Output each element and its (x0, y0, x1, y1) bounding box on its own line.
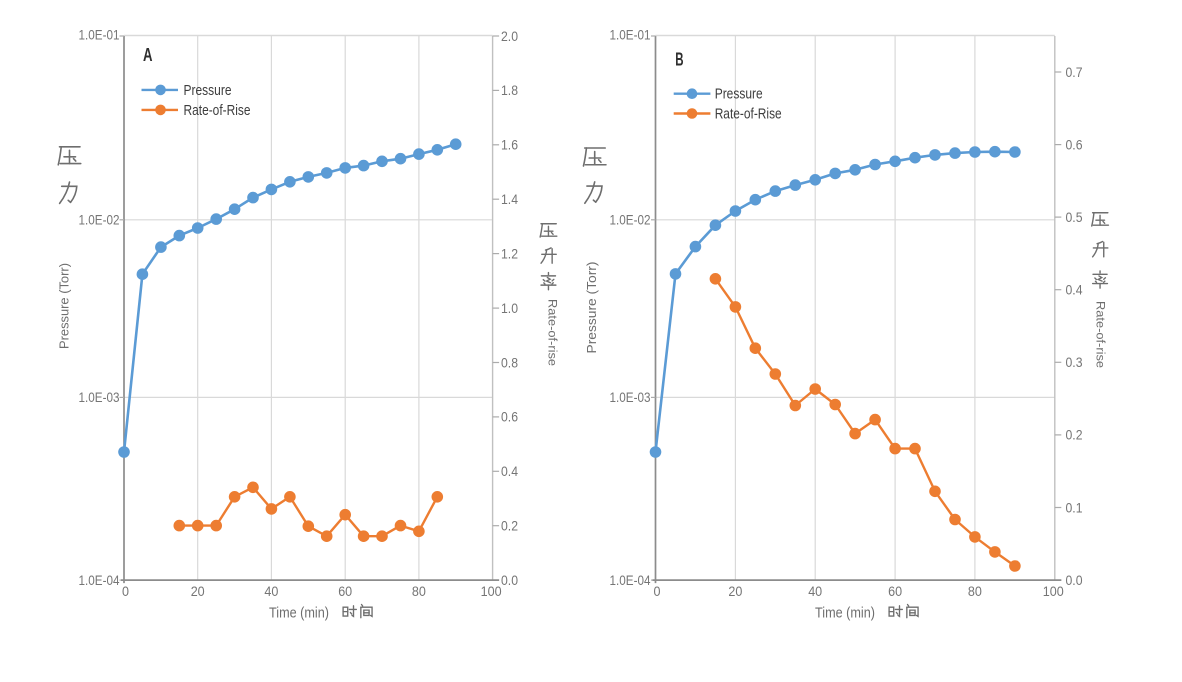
svg-text:40: 40 (264, 584, 278, 599)
svg-text:100: 100 (1043, 584, 1064, 599)
svg-text:Pressure: Pressure (184, 82, 232, 99)
svg-text:60: 60 (888, 584, 902, 599)
svg-text:B: B (675, 49, 683, 69)
svg-text:100: 100 (481, 584, 502, 599)
svg-text:0.0: 0.0 (1066, 573, 1083, 588)
svg-text:Pressure (Torr): Pressure (Torr) (584, 262, 599, 354)
svg-text:A: A (143, 45, 153, 65)
svg-text:0.3: 0.3 (1066, 355, 1083, 370)
svg-text:20: 20 (728, 584, 742, 599)
svg-text:0.8: 0.8 (501, 355, 518, 370)
svg-text:0.0: 0.0 (501, 573, 518, 588)
svg-text:1.4: 1.4 (501, 192, 518, 207)
svg-text:0: 0 (654, 584, 661, 599)
svg-text:60: 60 (338, 584, 352, 599)
svg-text:0.7: 0.7 (1066, 65, 1083, 80)
svg-text:1.0E-01: 1.0E-01 (610, 27, 651, 42)
svg-text:Rate-of-Rise: Rate-of-Rise (715, 106, 782, 123)
svg-text:Rate-of-Rise: Rate-of-Rise (184, 102, 251, 119)
svg-text:1.0E-02: 1.0E-02 (79, 213, 120, 228)
svg-text:0.5: 0.5 (1066, 210, 1083, 225)
svg-text:Rate-of-rise: Rate-of-rise (546, 299, 558, 366)
svg-text:Time (min): Time (min) (815, 606, 875, 622)
svg-text:1.0E-04: 1.0E-04 (79, 573, 120, 588)
svg-text:0: 0 (122, 584, 129, 599)
svg-text:1.6: 1.6 (501, 138, 518, 153)
svg-text:Pressure (Torr): Pressure (Torr) (57, 263, 72, 349)
svg-text:1.8: 1.8 (501, 83, 518, 98)
svg-text:Pressure: Pressure (715, 86, 763, 103)
svg-text:1.0E-03: 1.0E-03 (610, 390, 651, 405)
svg-text:80: 80 (412, 584, 426, 599)
svg-text:Time (min): Time (min) (269, 606, 329, 622)
svg-text:1.0E-04: 1.0E-04 (610, 573, 651, 588)
svg-text:1.0E-01: 1.0E-01 (79, 27, 120, 42)
svg-text:Rate-of-rise: Rate-of-rise (1094, 301, 1106, 368)
svg-text:0.2: 0.2 (1066, 428, 1083, 443)
svg-text:80: 80 (968, 584, 982, 599)
svg-text:1.0: 1.0 (501, 301, 518, 316)
svg-text:0.4: 0.4 (1066, 283, 1083, 298)
svg-text:0.6: 0.6 (1066, 137, 1083, 152)
svg-text:0.4: 0.4 (501, 464, 518, 479)
svg-text:1.0E-03: 1.0E-03 (79, 390, 120, 405)
svg-text:40: 40 (808, 584, 822, 599)
svg-text:0.1: 0.1 (1066, 500, 1083, 515)
svg-text:0.2: 0.2 (501, 519, 518, 534)
svg-text:0.6: 0.6 (501, 410, 518, 425)
svg-text:2.0: 2.0 (501, 29, 518, 44)
svg-text:20: 20 (191, 584, 205, 599)
svg-text:1.2: 1.2 (501, 246, 518, 261)
svg-text:1.0E-02: 1.0E-02 (610, 213, 651, 228)
